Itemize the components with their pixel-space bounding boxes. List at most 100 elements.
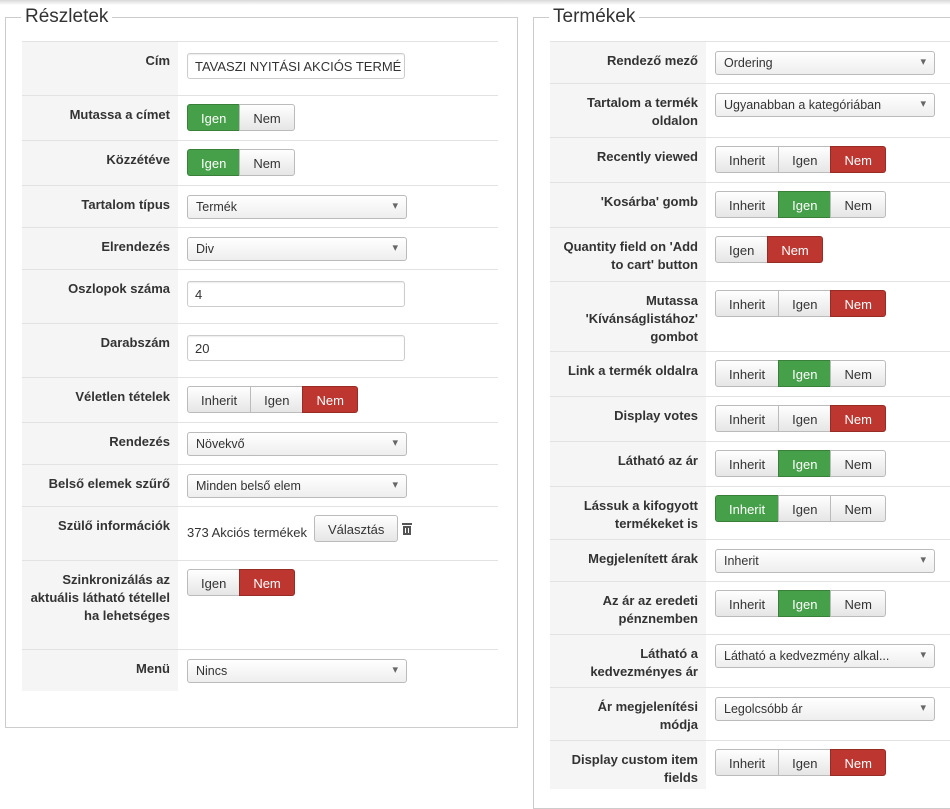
toggle-button[interactable]: Igen xyxy=(187,104,241,131)
toggle-group: Inherit Igen Nem xyxy=(715,590,886,617)
field-label: Darabszám xyxy=(100,335,170,350)
form-row: Display votes Inherit Igen Nem xyxy=(550,396,950,441)
form-row: Látható az ár Inherit Igen Nem xyxy=(550,441,950,486)
toggle-button[interactable]: Igen xyxy=(778,590,832,617)
form-row: Link a termék oldalra Inherit Igen Nem xyxy=(550,351,950,396)
field-label: Ár megjelenítési módja xyxy=(597,699,698,732)
select-dropdown[interactable]: Látható a kedvezmény alkal... xyxy=(715,644,935,668)
select-dropdown[interactable]: Div xyxy=(187,237,407,261)
toggle-button[interactable]: Igen xyxy=(778,495,832,522)
toggle-button[interactable]: Igen xyxy=(250,386,304,413)
toggle-button[interactable]: Nem xyxy=(830,290,886,317)
select-dropdown[interactable]: Nincs xyxy=(187,659,407,683)
field-label: Menü xyxy=(136,661,170,676)
field-label: Recently viewed xyxy=(596,149,698,164)
toggle-button[interactable]: Igen xyxy=(715,236,769,263)
toggle-button[interactable]: Inherit xyxy=(187,386,252,413)
toggle-button[interactable]: Nem xyxy=(830,495,886,522)
toggle-group: Inherit Igen Nem xyxy=(715,495,886,522)
toggle-button[interactable]: Inherit xyxy=(715,450,780,477)
form-row: Tartalom típus Termék xyxy=(22,185,498,227)
field-label: Link a termék oldalra xyxy=(567,363,698,378)
field-label-cell: Lássuk a kifogyott termékeket is xyxy=(550,487,706,539)
field-label-cell: Recently viewed xyxy=(550,138,706,182)
toggle-button[interactable]: Nem xyxy=(239,104,295,131)
field-label-cell: Mutassa a címet xyxy=(22,96,178,140)
field-label: Mutassa a címet xyxy=(69,107,170,122)
field-label-cell: Darabszám xyxy=(22,324,178,377)
field-label-cell: Tartalom típus xyxy=(22,186,178,227)
toggle-button[interactable]: Nem xyxy=(239,149,295,176)
select-dropdown[interactable]: Inherit xyxy=(715,549,935,573)
field-label-cell: Látható az ár xyxy=(550,442,706,486)
toggle-button[interactable]: Igen xyxy=(778,191,832,218)
form-row: Tartalom a termék oldalon Ugyanabban a ka… xyxy=(550,83,950,137)
details-panel: Részletek Cím TAVASZI NYITÁSI AKCIÓS TERM… xyxy=(5,6,518,728)
select-dropdown[interactable]: Ugyanabban a kategóriában xyxy=(715,93,935,117)
field-label-cell: Display custom item fields xyxy=(550,741,706,789)
select-button[interactable]: Választás xyxy=(314,515,399,542)
form-row: Belső elemek szűrő Minden belső elem xyxy=(22,464,498,506)
field-label-cell: Véletlen tételek xyxy=(22,378,178,422)
select-dropdown[interactable]: Ordering xyxy=(715,51,935,75)
toggle-button[interactable]: Nem xyxy=(302,386,358,413)
toggle-group: Inherit Igen Nem xyxy=(715,450,886,477)
text-input[interactable]: 4 xyxy=(187,281,405,307)
field-label: Megjelenített árak xyxy=(588,551,698,566)
toggle-button[interactable]: Nem xyxy=(830,450,886,477)
field-label-cell: Megjelenített árak xyxy=(550,540,706,581)
toggle-button[interactable]: Igen xyxy=(778,360,832,387)
field-label: Rendező mező xyxy=(606,53,698,68)
toggle-button[interactable]: Igen xyxy=(778,146,832,173)
toggle-button[interactable]: Nem xyxy=(239,569,295,596)
toggle-button[interactable]: Inherit xyxy=(715,360,780,387)
toggle-button[interactable]: Inherit xyxy=(715,191,780,218)
toggle-button[interactable]: Nem xyxy=(830,405,886,432)
toggle-button[interactable]: Inherit xyxy=(715,495,780,522)
field-label-cell: Szülő információk xyxy=(22,507,178,560)
field-label-cell: Látható a kedvezményes ár xyxy=(550,635,706,687)
toggle-button[interactable]: Igen xyxy=(778,749,832,776)
toggle-button[interactable]: Inherit xyxy=(715,749,780,776)
select-dropdown[interactable]: Növekvő xyxy=(187,432,407,456)
text-input[interactable]: TAVASZI NYITÁSI AKCIÓS TERMÉ xyxy=(187,53,405,79)
field-label: Mutassa 'Kívánságlistához' gombot xyxy=(585,293,698,344)
toggle-button[interactable]: Igen xyxy=(187,149,241,176)
field-label-cell: Belső elemek szűrő xyxy=(22,465,178,506)
field-label-cell: Ár megjelenítési módja xyxy=(550,688,706,740)
field-label-cell: Oszlopok száma xyxy=(22,270,178,323)
toggle-button[interactable]: Nem xyxy=(767,236,823,263)
toggle-button[interactable]: Nem xyxy=(830,191,886,218)
trash-icon[interactable] xyxy=(402,522,412,535)
field-label-cell: Menü xyxy=(22,650,178,691)
toggle-group: Inherit Igen Nem xyxy=(715,749,886,776)
toggle-button[interactable]: Nem xyxy=(830,146,886,173)
toggle-button[interactable]: Inherit xyxy=(715,405,780,432)
toggle-button[interactable]: Inherit xyxy=(715,290,780,317)
field-label: Cím xyxy=(145,53,170,68)
select-button-wrap: Választás xyxy=(314,515,399,542)
trash-glyph xyxy=(402,523,412,535)
field-label: Elrendezés xyxy=(101,239,170,254)
form-row: Cím TAVASZI NYITÁSI AKCIÓS TERMÉ xyxy=(22,41,498,95)
toggle-button[interactable]: Igen xyxy=(187,569,241,596)
text-input[interactable]: 20 xyxy=(187,335,405,361)
form-row: Az ár az eredeti pénznemben Inherit Igen Ne… xyxy=(550,581,950,634)
toggle-button[interactable]: Igen xyxy=(778,405,832,432)
select-dropdown[interactable]: Termék xyxy=(187,195,407,219)
toggle-button[interactable]: Nem xyxy=(830,360,886,387)
toggle-button[interactable]: Nem xyxy=(830,590,886,617)
toggle-button[interactable]: Igen xyxy=(778,450,832,477)
field-label: Szülő információk xyxy=(58,518,170,533)
field-label-cell: Rendezés xyxy=(22,423,178,464)
field-label-cell: Tartalom a termék oldalon xyxy=(550,84,706,137)
field-label: Display votes xyxy=(614,408,698,423)
toggle-button[interactable]: Inherit xyxy=(715,146,780,173)
toggle-button[interactable]: Igen xyxy=(778,290,832,317)
field-label-cell: Az ár az eredeti pénznemben xyxy=(550,582,706,634)
select-dropdown[interactable]: Minden belső elem xyxy=(187,474,407,498)
toggle-button[interactable]: Nem xyxy=(830,749,886,776)
field-label-cell: Elrendezés xyxy=(22,228,178,269)
select-dropdown[interactable]: Legolcsóbb ár xyxy=(715,697,935,721)
toggle-button[interactable]: Inherit xyxy=(715,590,780,617)
